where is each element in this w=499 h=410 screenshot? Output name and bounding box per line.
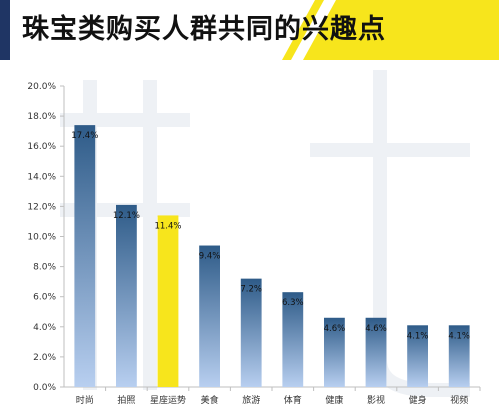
y-tick-label: 6.0% <box>33 293 56 303</box>
category-label-5: 体育 <box>284 394 302 406</box>
data-label-0: 17.4% <box>71 131 98 141</box>
y-tick-label: 2.0% <box>33 353 56 363</box>
bar-8 <box>407 325 428 387</box>
bar-7 <box>365 317 387 387</box>
bar-9 <box>448 325 470 387</box>
y-tick-label: 4.0% <box>33 323 56 333</box>
bar-0 <box>74 125 96 387</box>
data-label-2: 11.4% <box>154 221 181 231</box>
header-banner: 珠宝类购买人群共同的兴趣点 <box>0 0 499 60</box>
data-label-6: 4.6% <box>324 324 346 334</box>
bar-2 <box>157 215 179 387</box>
data-label-4: 7.2% <box>240 285 262 295</box>
data-label-8: 4.1% <box>407 331 429 341</box>
header-white-band <box>0 0 315 60</box>
page-title: 珠宝类购买人群共同的兴趣点 <box>22 14 386 45</box>
bar-1 <box>116 204 137 387</box>
y-tick-label: 20.0% <box>27 82 56 92</box>
category-label-2: 星座运势 <box>150 394 186 406</box>
y-tick-label: 8.0% <box>33 263 56 273</box>
category-label-3: 美食 <box>201 394 219 406</box>
data-label-7: 4.6% <box>365 324 387 334</box>
data-label-5: 6.3% <box>282 298 304 308</box>
header-accent-bar <box>0 0 10 60</box>
bar-5 <box>282 292 304 387</box>
y-tick-label: 16.0% <box>27 142 56 152</box>
bar-3 <box>199 245 220 387</box>
bar-4 <box>240 278 262 387</box>
data-label-3: 9.4% <box>199 252 221 262</box>
category-label-6: 健康 <box>325 394 343 406</box>
category-label-9: 视频 <box>450 394 468 406</box>
data-label-9: 4.1% <box>448 331 470 341</box>
y-tick-label: 0.0% <box>33 383 56 393</box>
y-tick-label: 14.0% <box>27 172 56 182</box>
category-label-7: 影视 <box>367 394 385 406</box>
y-tick-label: 18.0% <box>27 112 56 122</box>
bar-6 <box>324 317 345 387</box>
x-axis-labels: 时尚 拍照 星座运势 美食 旅游 体育 健康 影视 健身 视频 <box>76 387 481 406</box>
y-tick-label: 12.0% <box>27 202 56 212</box>
data-label-1: 12.1% <box>113 211 140 221</box>
bar-chart: 0.0% 2.0% 4.0% 6.0% 8.0% 10.0% 12.0% 14.0% 16.0%… <box>27 70 481 406</box>
y-axis-ticks: 0.0% 2.0% 4.0% 6.0% 8.0% 10.0% 12.0% 14.0% 16.0%… <box>27 82 64 393</box>
y-tick-label: 10.0% <box>27 233 56 243</box>
category-label-4: 旅游 <box>242 394 260 406</box>
bar-series: 17.4% 12.1% 11.4% 9.4% 7.2% 6.3% 4.6% 4.6% 4.1% 4… <box>71 125 470 387</box>
category-label-1: 拍照 <box>117 394 135 406</box>
category-label-0: 时尚 <box>76 394 94 406</box>
category-label-8: 健身 <box>409 394 427 406</box>
